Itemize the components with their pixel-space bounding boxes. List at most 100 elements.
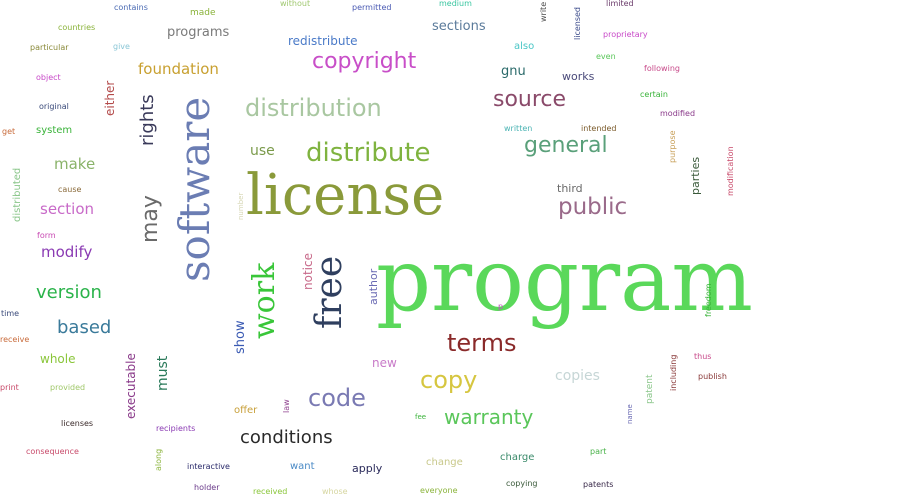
- word-copies: copies: [555, 368, 600, 384]
- word-made: made: [190, 8, 216, 18]
- word-interactive: interactive: [187, 462, 230, 471]
- word-also: also: [514, 41, 535, 52]
- word-name: name: [626, 404, 634, 424]
- word-licenses: licenses: [61, 419, 94, 428]
- word-third: third: [557, 182, 583, 195]
- word-license: license: [246, 163, 445, 228]
- word-notice: notice: [301, 253, 315, 290]
- word-offer: offer: [234, 405, 258, 416]
- word-author: author: [367, 268, 380, 305]
- word-limited: limited: [606, 0, 634, 8]
- word-p: p: [498, 302, 504, 311]
- word-everyone: everyone: [420, 486, 458, 495]
- word-write: write: [539, 1, 548, 22]
- word-cause: cause: [58, 185, 82, 194]
- word-warranty: warranty: [444, 405, 534, 429]
- word-apply: apply: [352, 462, 383, 475]
- word-publish: publish: [698, 372, 727, 381]
- word-get: get: [2, 127, 16, 136]
- word-copyright: copyright: [312, 49, 417, 74]
- word-either: either: [103, 80, 117, 116]
- word-countries: countries: [58, 23, 96, 32]
- word-written: written: [504, 124, 533, 133]
- word-terms: terms: [447, 329, 517, 357]
- word-use: use: [250, 143, 275, 159]
- word-freedom: freedom: [704, 283, 713, 317]
- word-permitted: permitted: [352, 3, 392, 12]
- word-medium: medium: [439, 0, 472, 8]
- word-patents: patents: [583, 480, 614, 489]
- word-copy: copy: [420, 366, 478, 394]
- word-recipients: recipients: [156, 424, 196, 433]
- word-sections: sections: [432, 19, 486, 34]
- word-without: without: [280, 0, 311, 8]
- word-based: based: [57, 317, 112, 338]
- word-particular: particular: [30, 43, 69, 52]
- word-general: general: [524, 133, 608, 158]
- word-whose: whose: [322, 487, 348, 496]
- word-change: change: [426, 457, 463, 468]
- word-public: public: [558, 194, 628, 220]
- word-works: works: [562, 70, 595, 83]
- word-section: section: [40, 200, 95, 218]
- word-intended: intended: [581, 124, 617, 133]
- word-parties: parties: [689, 156, 702, 195]
- word-version: version: [36, 282, 102, 303]
- word-foundation: foundation: [138, 60, 219, 78]
- word-fee: fee: [415, 413, 427, 421]
- word-certain: certain: [640, 90, 668, 99]
- word-gnu: gnu: [501, 64, 526, 79]
- word-conditions: conditions: [240, 427, 333, 448]
- word-holder: holder: [194, 483, 220, 492]
- word-following: following: [644, 64, 680, 73]
- word-distributed: distributed: [12, 167, 23, 222]
- word-code: code: [308, 384, 366, 412]
- word-provided: provided: [50, 383, 86, 392]
- word-proprietary: proprietary: [603, 30, 648, 39]
- word-copying: copying: [506, 479, 538, 488]
- word-along: along: [154, 448, 163, 471]
- word-consequence: consequence: [26, 447, 79, 456]
- word-time: time: [1, 309, 20, 318]
- word-purpose: purpose: [668, 130, 677, 164]
- word-work: work: [247, 262, 282, 339]
- word-give: give: [113, 42, 130, 51]
- word-source: source: [493, 87, 567, 112]
- word-even: even: [596, 52, 616, 61]
- word-software: software: [170, 96, 219, 282]
- word-contains: contains: [114, 3, 148, 12]
- word-modification: modification: [726, 146, 735, 196]
- word-rights: rights: [137, 94, 158, 146]
- word-print: print: [0, 383, 19, 392]
- word-thus: thus: [694, 352, 712, 361]
- word-including: including: [669, 354, 678, 391]
- word-programs: programs: [167, 25, 230, 40]
- word-charge: charge: [500, 452, 535, 463]
- word-distribute: distribute: [306, 138, 431, 168]
- word-licensed: licensed: [573, 6, 582, 40]
- word-want: want: [290, 461, 315, 472]
- word-program: program: [376, 231, 753, 331]
- word-part: part: [590, 447, 607, 456]
- word-must: must: [155, 355, 171, 391]
- word-modify: modify: [41, 243, 93, 261]
- word-executable: executable: [124, 353, 138, 419]
- word-system: system: [36, 125, 73, 136]
- word-redistribute: redistribute: [288, 34, 358, 48]
- word-show: show: [233, 320, 248, 354]
- word-received: received: [253, 487, 288, 496]
- word-distribution: distribution: [245, 94, 382, 122]
- word-patent: patent: [645, 374, 655, 404]
- word-number: number: [237, 192, 245, 220]
- word-may: may: [138, 195, 163, 243]
- word-receive: receive: [0, 335, 30, 344]
- word-whole: whole: [40, 352, 76, 366]
- word-modified: modified: [660, 109, 696, 118]
- word-new: new: [372, 356, 397, 370]
- word-object: object: [36, 73, 61, 82]
- word-make: make: [54, 155, 96, 173]
- word-original: original: [39, 102, 69, 111]
- word-form: form: [37, 231, 56, 240]
- word-free: free: [309, 255, 350, 329]
